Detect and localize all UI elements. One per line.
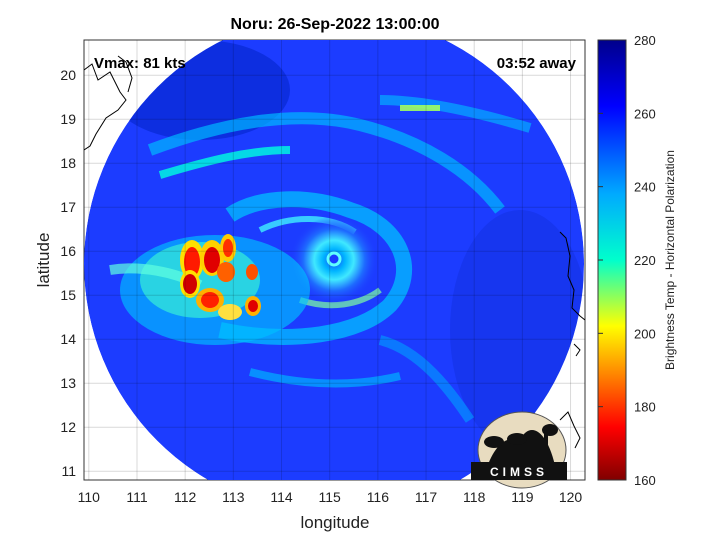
- y-tick-labels: 11 12 13 14 15 16 17 18 19 20: [60, 67, 76, 479]
- y-tick-label: 16: [60, 243, 76, 259]
- colorbar-tick-label: 240: [634, 180, 656, 195]
- y-tick-label: 12: [60, 419, 76, 435]
- y-tick-label: 18: [60, 155, 76, 171]
- colorbar-tick-label: 160: [634, 473, 656, 488]
- x-tick-label: 119: [511, 489, 534, 505]
- deep-convection-cores: [180, 234, 261, 320]
- y-tick-label: 19: [60, 111, 76, 127]
- x-tick-label: 117: [415, 489, 438, 505]
- time-away-annotation: 03:52 away: [497, 55, 577, 72]
- x-tick-label: 114: [270, 489, 293, 505]
- storm-eye: [326, 251, 342, 267]
- colorbar-tick-label: 260: [634, 106, 656, 121]
- microwave-swath: [84, 40, 584, 480]
- figure-title: Noru: 26-Sep-2022 13:00:00: [231, 16, 440, 33]
- y-tick-label: 11: [61, 463, 76, 479]
- logo-text: CIMSS: [490, 465, 548, 479]
- plot-area: 110 111 112 113 114 115 116 117 118 119 120 11 12 13…: [60, 39, 586, 505]
- colorbar-tick-label: 220: [634, 253, 656, 268]
- coastline: [84, 55, 585, 449]
- x-tick-label: 116: [367, 489, 390, 505]
- x-axis-label: longitude: [300, 513, 369, 532]
- x-tick-label: 115: [319, 489, 342, 505]
- cimss-logo: CIMSS: [471, 411, 567, 489]
- x-tick-label: 118: [463, 489, 486, 505]
- colorbar-label: Brightness Temp - Horizontal Polarizatio…: [663, 150, 677, 370]
- y-tick-label: 20: [60, 67, 76, 83]
- colorbar-ticks: 280 260 240 220 200 180 160: [598, 33, 656, 488]
- y-tick-label: 15: [60, 287, 76, 303]
- y-tick-label: 17: [60, 199, 76, 215]
- x-tick-label: 110: [78, 489, 101, 505]
- y-tick-label: 13: [60, 375, 76, 391]
- x-tick-label: 111: [126, 489, 147, 505]
- x-tick-label: 113: [222, 489, 245, 505]
- x-tick-label: 112: [174, 489, 197, 505]
- y-tick-label: 14: [60, 331, 76, 347]
- colorbar-tick-label: 200: [634, 326, 656, 341]
- y-axis-label: latitude: [34, 233, 53, 288]
- colorbar-tick-label: 180: [634, 400, 656, 415]
- vmax-annotation: Vmax: 81 kts: [94, 55, 186, 72]
- x-tick-label: 120: [559, 489, 583, 505]
- x-tick-labels: 110 111 112 113 114 115 116 117 118 119 120: [78, 489, 583, 505]
- colorbar-tick-label: 280: [634, 33, 656, 48]
- colorbar: 280 260 240 220 200 180 160 Brightness Temp - …: [597, 33, 677, 488]
